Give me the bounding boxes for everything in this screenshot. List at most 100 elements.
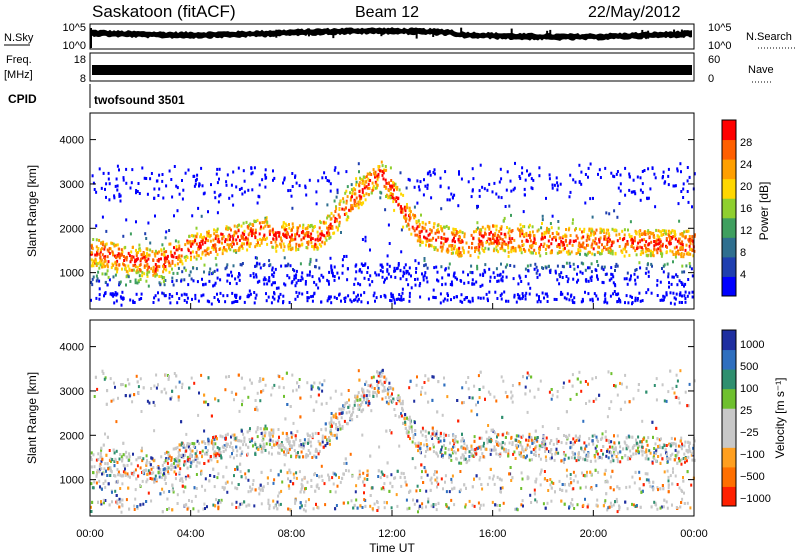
range-cell — [464, 451, 467, 455]
range-cell — [286, 434, 289, 438]
range-cell — [364, 239, 367, 243]
range-cell — [187, 241, 190, 245]
range-cell — [343, 212, 346, 216]
range-cell — [656, 234, 659, 238]
range-cell — [391, 192, 394, 196]
range-cell — [478, 477, 481, 481]
range-cell — [578, 180, 581, 184]
range-cell — [540, 470, 542, 474]
range-cell — [274, 234, 277, 237]
range-cell — [569, 252, 572, 256]
range-cell — [457, 230, 460, 234]
range-cell — [624, 244, 627, 248]
range-cell — [161, 179, 164, 183]
range-cell — [541, 234, 544, 238]
range-cell — [251, 171, 254, 175]
range-cell — [459, 279, 462, 282]
range-cell — [256, 261, 259, 265]
range-cell — [674, 252, 677, 256]
range-cell — [564, 234, 567, 238]
range-cell — [693, 234, 696, 238]
range-cell — [162, 280, 165, 284]
range-cell — [247, 395, 250, 399]
range-cell — [616, 215, 619, 219]
range-cell — [488, 232, 491, 236]
range-cell — [145, 264, 148, 268]
range-cell — [539, 472, 542, 476]
range-cell — [569, 294, 572, 298]
range-cell — [644, 246, 647, 250]
range-cell — [241, 399, 244, 403]
range-cell — [493, 275, 496, 279]
range-cell — [90, 281, 93, 284]
range-cell — [616, 170, 619, 173]
range-cell — [414, 233, 417, 237]
range-cell — [192, 266, 195, 270]
noise-search-label: N.Search — [746, 31, 792, 43]
range-cell — [659, 249, 662, 253]
range-cell — [176, 209, 179, 213]
range-cell — [637, 241, 640, 245]
range-cell — [663, 229, 666, 233]
range-cell — [278, 231, 281, 235]
range-cell — [360, 270, 363, 274]
range-cell — [196, 253, 199, 257]
range-cell — [682, 234, 685, 238]
range-cell — [199, 246, 202, 250]
range-cell — [563, 296, 566, 300]
range-cell — [258, 486, 261, 490]
range-cell — [382, 171, 385, 175]
range-cell — [335, 504, 338, 507]
range-cell — [672, 275, 675, 279]
range-cell — [667, 486, 670, 490]
range-cell — [680, 281, 683, 284]
range-cell — [264, 185, 267, 189]
range-cell — [349, 298, 352, 302]
range-cell — [540, 243, 543, 247]
range-cell — [414, 278, 416, 281]
range-cell — [397, 394, 400, 398]
range-cell — [636, 297, 639, 300]
range-cell — [556, 264, 559, 268]
range-cell — [374, 271, 377, 275]
range-cell — [317, 432, 320, 435]
range-cell — [107, 249, 110, 253]
range-cell — [92, 275, 95, 279]
range-cell — [176, 446, 179, 450]
range-cell — [500, 262, 502, 266]
range-cell — [225, 180, 228, 184]
range-cell — [101, 265, 103, 269]
range-cell — [391, 293, 394, 297]
range-cell — [435, 451, 438, 455]
range-cell — [565, 234, 568, 238]
date-title: 22/May/2012 — [588, 4, 681, 21]
range-cell — [343, 208, 346, 212]
range-cell — [116, 184, 119, 188]
range-cell — [423, 466, 426, 469]
range-cell — [599, 176, 602, 179]
range-cell — [405, 271, 408, 275]
range-cell — [157, 257, 160, 261]
range-cell — [525, 438, 528, 442]
range-cell — [392, 196, 395, 200]
range-cell — [481, 247, 484, 251]
range-cell — [601, 249, 603, 253]
range-cell — [101, 262, 104, 266]
range-cell — [130, 250, 133, 254]
range-cell — [529, 244, 531, 248]
range-cell — [599, 231, 602, 235]
range-cell — [113, 451, 116, 455]
range-cell — [216, 181, 219, 185]
range-cell — [618, 245, 621, 248]
range-cell — [608, 445, 611, 449]
range-cell — [624, 373, 627, 377]
range-cell — [179, 258, 182, 261]
range-cell — [128, 394, 131, 398]
power-colorbar-tick: 8 — [740, 247, 746, 259]
range-cell — [330, 266, 333, 270]
range-cell — [90, 482, 93, 486]
range-cell — [97, 247, 100, 250]
range-cell — [467, 299, 470, 303]
range-cell — [571, 450, 574, 454]
range-cell — [666, 262, 669, 266]
